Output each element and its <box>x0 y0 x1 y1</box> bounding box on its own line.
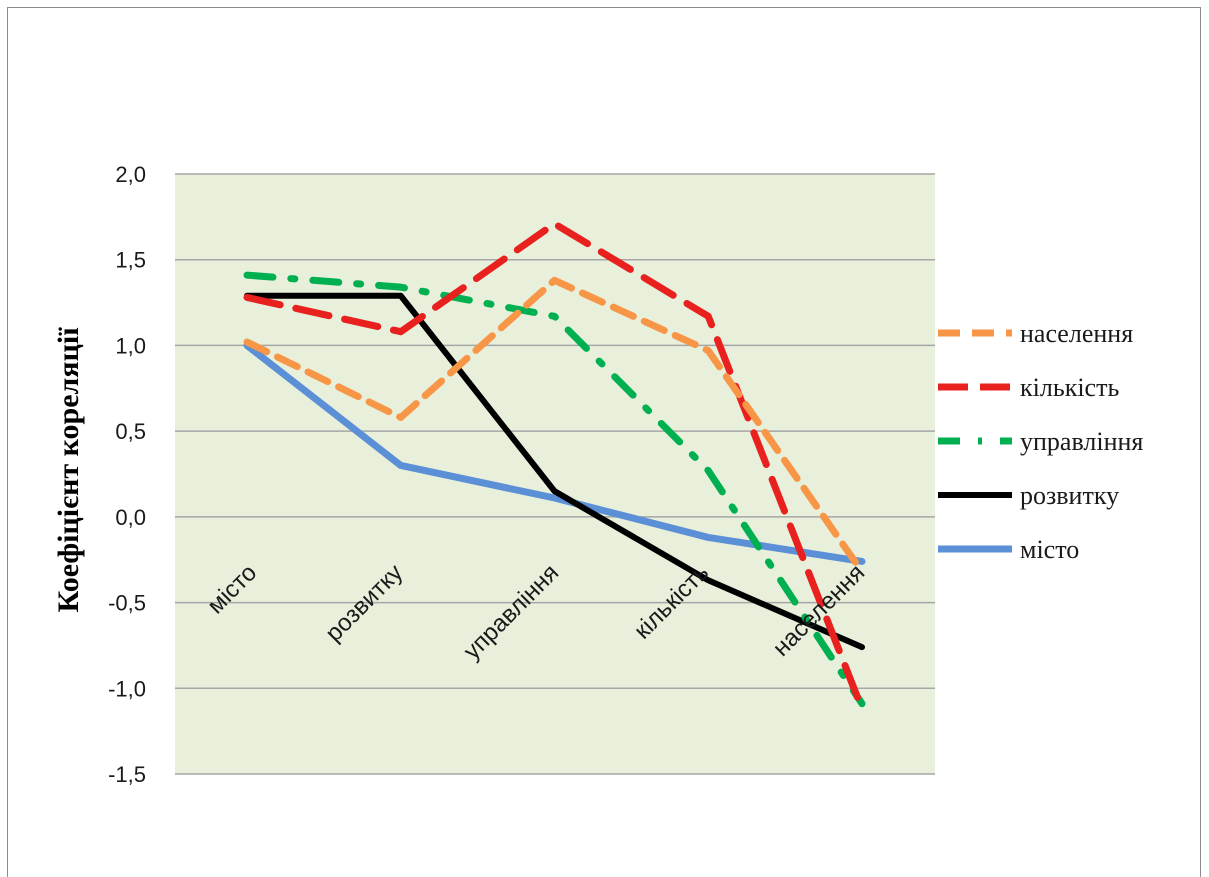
gridlines <box>175 173 935 775</box>
y-tick-label: -0,5 <box>108 591 146 616</box>
legend-label: управління <box>1020 427 1143 456</box>
legend-label: населення <box>1020 319 1133 348</box>
y-tick-label: 2,0 <box>115 162 146 187</box>
legend: населення кількість управління розвитку міст… <box>938 319 1143 564</box>
series-line-3 <box>243 271 866 708</box>
y-tick-label: 1,5 <box>115 248 146 273</box>
y-axis-ticks: 2,0 1,5 1,0 0,5 0,0 -0,5 -1,0 -1,5 <box>108 162 146 787</box>
y-axis-label: Коефіцієнт кореляції <box>52 327 85 613</box>
plot-area <box>175 174 935 774</box>
y-tick-label: 0,0 <box>115 505 146 530</box>
y-tick-label: 0,5 <box>115 419 146 444</box>
series-line-1 <box>243 276 866 576</box>
series-lines <box>243 220 866 713</box>
legend-label: місто <box>1020 535 1079 564</box>
legend-label: кількість <box>1020 373 1119 402</box>
series-line-2 <box>243 220 866 713</box>
legend-label: розвитку <box>1020 481 1119 510</box>
series-line-4 <box>244 292 865 651</box>
y-tick-label: 1,0 <box>115 333 146 358</box>
y-tick-label: -1,0 <box>108 676 146 701</box>
y-tick-label: -1,5 <box>108 762 146 787</box>
